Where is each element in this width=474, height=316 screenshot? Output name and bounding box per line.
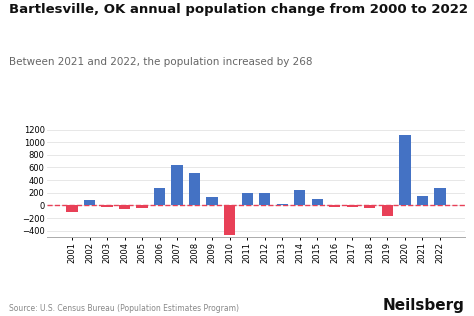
Text: Bartlesville, OK annual population change from 2000 to 2022: Bartlesville, OK annual population chang… bbox=[9, 3, 468, 16]
Bar bbox=[364, 205, 375, 208]
Text: Neilsberg: Neilsberg bbox=[383, 298, 465, 313]
Text: Between 2021 and 2022, the population increased by 268: Between 2021 and 2022, the population in… bbox=[9, 57, 313, 67]
Bar bbox=[154, 188, 165, 205]
Text: Source: U.S. Census Bureau (Population Estimates Program): Source: U.S. Census Bureau (Population E… bbox=[9, 304, 239, 313]
Bar bbox=[137, 205, 148, 208]
Bar bbox=[417, 196, 428, 205]
Bar bbox=[84, 200, 95, 205]
Bar bbox=[434, 188, 446, 205]
Bar bbox=[259, 193, 270, 205]
Bar bbox=[119, 205, 130, 209]
Bar bbox=[329, 205, 340, 207]
Bar bbox=[224, 205, 236, 235]
Bar bbox=[172, 165, 183, 205]
Bar bbox=[101, 205, 113, 207]
Bar bbox=[276, 204, 288, 205]
Bar bbox=[346, 205, 358, 207]
Bar bbox=[242, 193, 253, 205]
Bar bbox=[399, 135, 410, 205]
Bar bbox=[189, 173, 201, 205]
Bar bbox=[66, 205, 78, 212]
Bar bbox=[311, 199, 323, 205]
Bar bbox=[207, 197, 218, 205]
Bar bbox=[382, 205, 393, 216]
Bar bbox=[294, 190, 305, 205]
